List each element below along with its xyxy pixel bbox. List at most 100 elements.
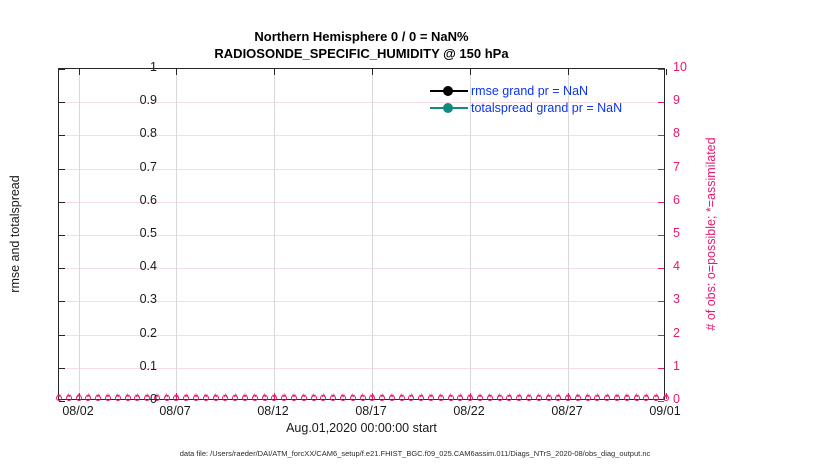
- obs-assimilated-marker: *: [125, 392, 130, 404]
- obs-assimilated-marker: *: [105, 392, 111, 404]
- x-axis-bottom-tick: [176, 393, 177, 399]
- y-axis-right-tick: [658, 401, 664, 402]
- obs-possible-marker: [359, 395, 366, 401]
- obs-possible-marker: [388, 395, 395, 401]
- obs-assimilated-marker: *: [419, 392, 424, 404]
- obs-possible-marker: [486, 395, 493, 401]
- obs-assimilated-marker: *: [458, 392, 463, 404]
- obs-assimilated-marker: *: [409, 392, 414, 404]
- obs-possible-marker: [574, 395, 581, 401]
- obs-possible-marker: [408, 395, 415, 401]
- x-axis-bottom-tick: [470, 393, 471, 399]
- x-axis-top-tick: [666, 69, 667, 75]
- y-axis-right-ticklabel: 10: [673, 60, 687, 74]
- y-axis-left-ticklabel: 0.2: [139, 326, 157, 340]
- obs-assimilated-marker: *: [487, 392, 492, 404]
- y-axis-right-ticklabel: 3: [673, 292, 680, 306]
- y-axis-right-tick: [658, 301, 664, 302]
- obs-assimilated-marker: *: [174, 392, 179, 404]
- vertical-gridline: [274, 69, 275, 399]
- obs-assimilated-marker: *: [66, 392, 71, 404]
- y-axis-left-ticklabel: 0.3: [139, 292, 157, 306]
- y-axis-left-tick: [59, 102, 65, 103]
- x-axis-ticklabel: 08/12: [257, 404, 289, 418]
- obs-assimilated-marker: *: [272, 392, 277, 404]
- obs-possible-marker: [584, 395, 591, 401]
- obs-possible-marker: [173, 395, 180, 401]
- obs-possible-marker: [290, 395, 297, 401]
- legend-marker-icon: [430, 85, 468, 97]
- y-axis-right-ticklabel: 7: [673, 160, 680, 174]
- y-axis-right-label: # of obs: o=possible; *=assimilated: [704, 137, 718, 331]
- obs-assimilated-marker: *: [428, 392, 434, 404]
- obs-assimilated-marker: *: [144, 392, 150, 404]
- y-axis-right-ticklabel: 0: [673, 392, 680, 406]
- obs-assimilated-marker: *: [223, 392, 228, 404]
- obs-assimilated-marker: *: [301, 392, 306, 404]
- obs-assimilated-marker: *: [282, 392, 287, 404]
- y-axis-right-ticklabel: 6: [673, 193, 680, 207]
- obs-possible-marker: [124, 395, 131, 401]
- obs-possible-marker: [212, 395, 219, 401]
- obs-possible-marker: [457, 395, 464, 401]
- obs-possible-marker: [65, 395, 72, 401]
- obs-possible-marker: [271, 395, 278, 401]
- obs-assimilated-marker: *: [164, 392, 169, 404]
- x-axis-top-tick: [470, 69, 471, 75]
- obs-possible-marker: [261, 395, 268, 401]
- legend-item: rmse grand pr = NaN: [430, 82, 660, 99]
- legend-label: totalspread grand pr = NaN: [471, 100, 623, 115]
- obs-possible-marker: [516, 395, 523, 401]
- x-axis-ticklabel: 08/07: [159, 404, 191, 418]
- y-axis-left-tick: [59, 135, 65, 136]
- obs-possible-marker: [56, 395, 62, 401]
- obs-assimilated-marker: *: [203, 392, 208, 404]
- y-axis-left-tick: [59, 235, 65, 236]
- x-axis-bottom-tick: [79, 393, 80, 399]
- obs-assimilated-marker: *: [350, 392, 355, 404]
- y-axis-right-tick: [658, 368, 664, 369]
- obs-assimilated-marker: *: [624, 392, 629, 404]
- legend-item: totalspread grand pr = NaN: [430, 99, 660, 116]
- y-axis-right-tick: [658, 202, 664, 203]
- obs-assimilated-marker: *: [663, 392, 669, 404]
- x-axis-bottom-tick: [274, 393, 275, 399]
- legend: rmse grand pr = NaN totalspread grand pr …: [430, 82, 660, 116]
- obs-assimilated-marker: *: [115, 392, 120, 404]
- y-axis-right-tick: [658, 69, 664, 70]
- obs-possible-marker: [545, 395, 552, 401]
- obs-possible-marker: [555, 395, 562, 401]
- obs-possible-marker: [75, 395, 82, 401]
- obs-possible-marker: [183, 395, 190, 401]
- obs-assimilated-marker: *: [233, 392, 238, 404]
- obs-assimilated-marker: *: [56, 392, 62, 404]
- obs-assimilated-marker: *: [565, 392, 571, 404]
- obs-assimilated-marker: *: [399, 392, 404, 404]
- vertical-gridline: [372, 69, 373, 399]
- obs-possible-marker: [193, 395, 200, 401]
- vertical-gridline: [79, 69, 80, 399]
- obs-assimilated-marker: *: [340, 392, 346, 404]
- y-axis-right-ticklabel: 4: [673, 259, 680, 273]
- data-file-footer: data file: /Users/raeder/DAI/ATM_forcXX/…: [179, 449, 651, 458]
- chart-title-line-2: RADIOSONDE_SPECIFIC_HUMIDITY @ 150 hPa: [214, 46, 509, 61]
- obs-possible-marker: [320, 395, 327, 401]
- obs-assimilated-marker: *: [575, 392, 581, 404]
- obs-possible-marker: [614, 395, 621, 401]
- obs-assimilated-marker: *: [556, 392, 561, 404]
- obs-possible-marker: [506, 395, 513, 401]
- y-axis-left-tick: [59, 169, 65, 170]
- obs-possible-marker: [643, 395, 650, 401]
- obs-possible-marker: [163, 395, 170, 401]
- obs-possible-marker: [349, 395, 356, 401]
- obs-assimilated-marker: *: [614, 392, 620, 404]
- obs-assimilated-marker: *: [644, 392, 649, 404]
- chart-title: Northern Hemisphere 0 / 0 = NaN% RADIOSO…: [58, 28, 665, 62]
- x-axis-ticklabel: 08/02: [62, 404, 94, 418]
- obs-assimilated-marker: *: [193, 392, 199, 404]
- obs-assimilated-marker: *: [86, 392, 91, 404]
- obs-assimilated-marker: *: [252, 392, 257, 404]
- legend-dot-icon: [443, 102, 453, 113]
- y-axis-left-tick: [59, 268, 65, 269]
- obs-assimilated-marker: *: [438, 392, 443, 404]
